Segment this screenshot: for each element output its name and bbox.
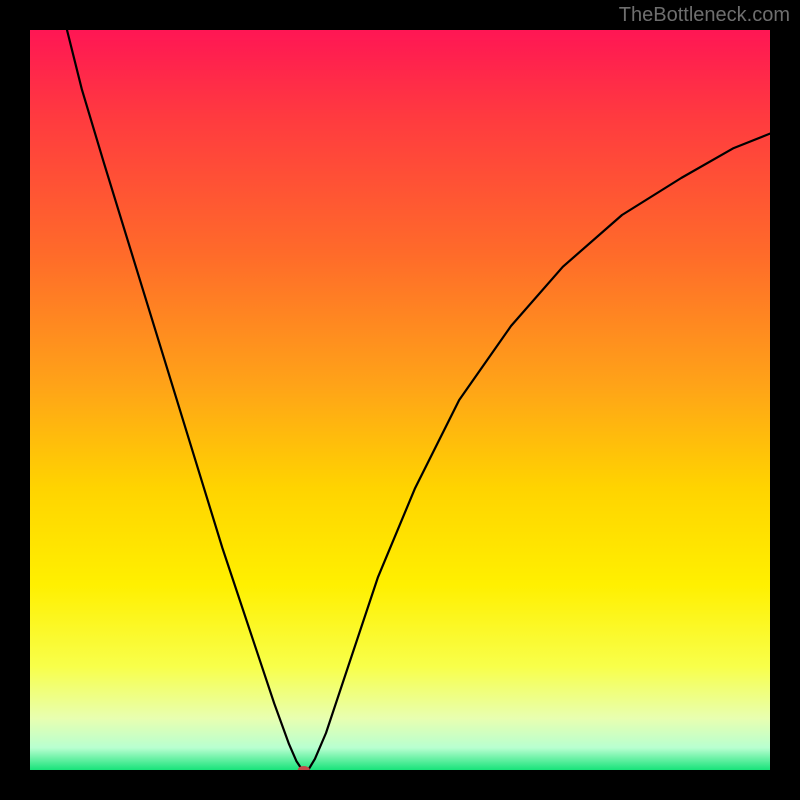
plot-background — [30, 30, 770, 770]
plot-svg — [30, 30, 770, 770]
plot-area — [30, 30, 770, 770]
watermark-text: TheBottleneck.com — [619, 4, 790, 27]
chart-container: TheBottleneck.com — [0, 0, 800, 800]
